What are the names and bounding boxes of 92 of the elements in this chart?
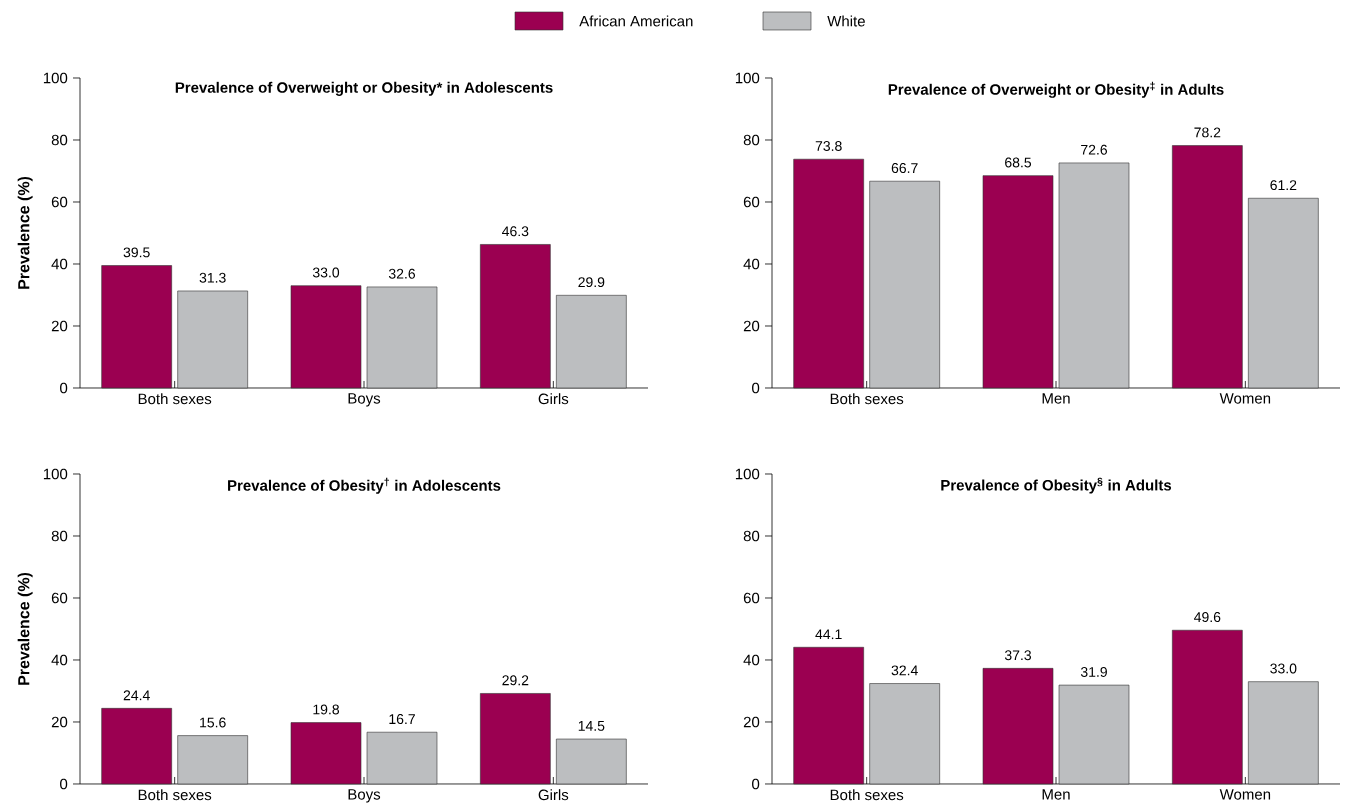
data-label: 66.7 <box>891 163 918 174</box>
bar <box>982 175 1054 389</box>
data-label: 31.3 <box>199 272 226 283</box>
y-tick-label: 40 <box>51 258 68 270</box>
bar <box>1172 629 1243 785</box>
y-tick-label: 60 <box>51 196 68 208</box>
y-tick-label: 60 <box>743 196 760 208</box>
bar <box>556 295 627 389</box>
bar <box>793 158 864 389</box>
bar <box>869 683 940 785</box>
bar <box>101 708 172 785</box>
y-tick-label: 60 <box>743 592 760 604</box>
y-tick-label: 0 <box>752 778 760 790</box>
data-label: 73.8 <box>815 141 842 152</box>
bar <box>982 668 1054 785</box>
x-tick-label: Both sexes <box>138 393 212 405</box>
y-tick-label: 20 <box>51 320 68 332</box>
y-axis-title: Prevalence (%) <box>17 176 33 289</box>
y-tick-label: 80 <box>743 134 760 146</box>
data-label: 37.3 <box>1004 650 1032 661</box>
bar <box>480 244 551 389</box>
bar <box>480 693 551 785</box>
data-label: 14.5 <box>578 721 605 731</box>
x-tick-label: Men <box>1042 393 1070 404</box>
y-tick-label: 80 <box>51 530 68 542</box>
data-label: 49.6 <box>1194 612 1221 623</box>
data-label: 33.0 <box>1270 663 1297 674</box>
bar <box>177 290 248 389</box>
data-label: 15.6 <box>200 717 226 728</box>
y-tick-label: 40 <box>743 654 760 666</box>
bar <box>177 735 248 785</box>
bar <box>290 285 362 389</box>
y-tick-label: 20 <box>743 320 760 332</box>
data-label: 16.7 <box>389 714 415 725</box>
data-label: 72.6 <box>1081 144 1108 155</box>
x-tick-label: Girls <box>538 789 569 801</box>
legend-label: African American <box>579 15 693 27</box>
data-label: 61.2 <box>1270 180 1297 191</box>
y-tick-label: 40 <box>743 258 760 270</box>
x-tick-label: Boys <box>348 789 381 803</box>
x-tick-label: Boys <box>348 393 381 407</box>
y-tick-label: 60 <box>51 592 68 604</box>
x-tick-label: Men <box>1042 789 1070 800</box>
bar <box>793 646 864 785</box>
y-tick-label: 20 <box>51 716 68 728</box>
y-tick-label: 100 <box>735 468 760 480</box>
x-tick-label: Both sexes <box>830 789 904 801</box>
data-label: 29.2 <box>502 675 529 686</box>
bar <box>1248 681 1319 785</box>
chart-title: Prevalence of Overweight or Obesity* in Adolescents <box>175 81 553 96</box>
y-tick-label: 40 <box>51 654 68 666</box>
data-label: 29.9 <box>578 277 605 288</box>
data-label: 31.9 <box>1080 666 1107 677</box>
y-tick-label: 80 <box>743 530 760 542</box>
data-label: 32.6 <box>388 268 416 279</box>
data-label: 44.1 <box>815 629 842 640</box>
y-axis-title: Prevalence (%) <box>17 572 33 685</box>
x-tick-label: Girls <box>538 393 569 405</box>
y-tick-label: 20 <box>743 716 760 728</box>
bar <box>869 180 940 389</box>
bar <box>101 265 172 389</box>
bar <box>1172 145 1243 389</box>
bar <box>556 738 627 785</box>
legend-label: White <box>827 15 865 27</box>
data-label: 68.5 <box>1005 157 1032 168</box>
y-tick-label: 100 <box>43 468 68 480</box>
data-label: 46.3 <box>502 226 529 237</box>
y-tick-label: 0 <box>60 778 68 790</box>
bar <box>1058 684 1130 785</box>
y-tick-label: 0 <box>752 382 760 394</box>
data-label: 19.8 <box>313 704 340 715</box>
bar <box>1058 162 1130 389</box>
chart-title: Prevalence of Obesity$^{§}$ in Adults <box>941 477 1172 494</box>
x-tick-label: Women <box>1219 789 1271 800</box>
bar <box>1248 197 1319 389</box>
y-tick-label: 80 <box>51 134 68 146</box>
chart-title: Prevalence of Obesity$^{†}$ in Adolescents <box>228 477 501 494</box>
bar <box>366 286 438 389</box>
data-label: 78.2 <box>1194 127 1221 138</box>
x-tick-label: Both sexes <box>138 789 212 801</box>
y-tick-label: 100 <box>43 72 68 84</box>
chart-title: Prevalence of Overweight or Obesity$^{‡}$ in Adults <box>888 81 1224 98</box>
bar <box>290 722 362 785</box>
data-label: 24.4 <box>123 690 150 701</box>
data-label: 39.5 <box>123 247 150 258</box>
x-tick-label: Women <box>1219 393 1271 404</box>
x-tick-label: Both sexes <box>830 393 904 405</box>
bar <box>366 731 438 785</box>
data-label: 33.0 <box>312 267 340 278</box>
y-tick-label: 100 <box>735 72 760 84</box>
data-label: 32.4 <box>891 665 918 676</box>
y-tick-label: 0 <box>60 382 68 394</box>
